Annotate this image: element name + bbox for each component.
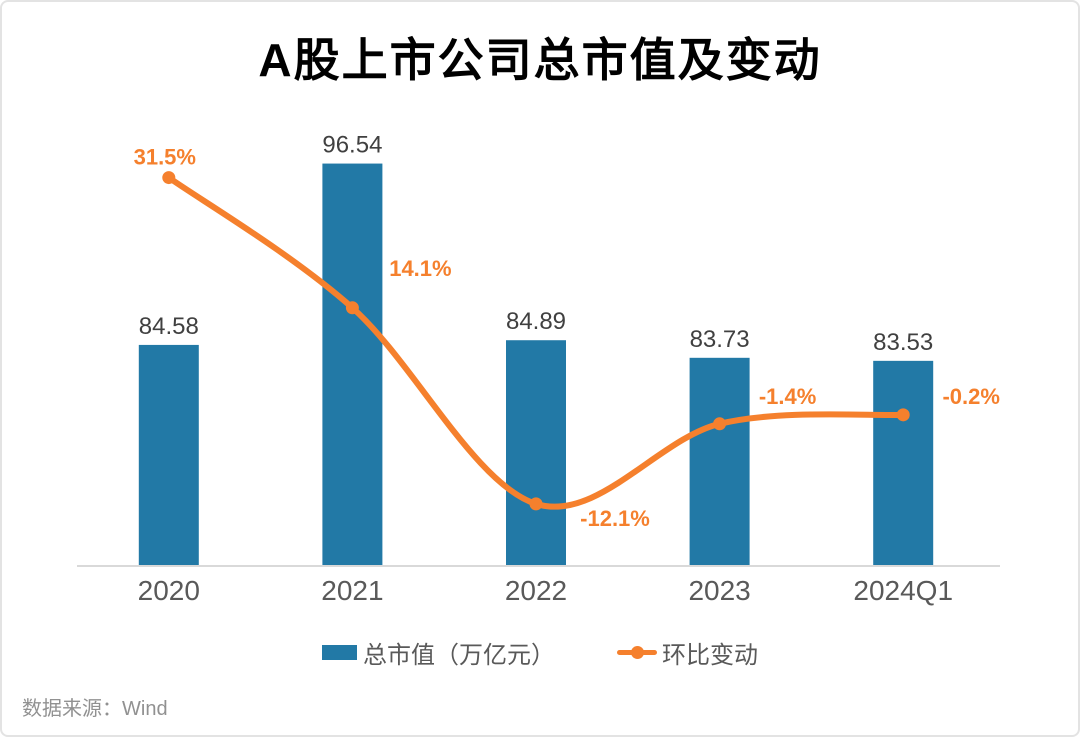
legend-label-market-cap: 总市值（万亿元） xyxy=(363,642,555,669)
legend-label-change: 环比变动 xyxy=(662,642,758,669)
bar-value-label: 83.73 xyxy=(690,326,750,353)
line-series-marker-icon xyxy=(617,645,657,660)
line-marker-2022 xyxy=(529,497,543,511)
line-value-label: 31.5% xyxy=(134,145,196,170)
chart-title: A股上市公司总市值及变动 xyxy=(258,34,822,86)
x-axis-label-2024Q1: 2024Q1 xyxy=(853,575,953,606)
line-value-label: -12.1% xyxy=(580,506,650,531)
bar-series-swatch-icon xyxy=(322,645,357,660)
bar-2024Q1 xyxy=(873,360,934,565)
line-value-label: -1.4% xyxy=(759,384,816,409)
x-axis-label-2021: 2021 xyxy=(321,575,383,606)
legend: 总市值（万亿元） 环比变动 xyxy=(2,635,1078,670)
legend-line-dot xyxy=(631,646,644,659)
bar-value-label: 84.58 xyxy=(139,313,199,340)
line-marker-2020 xyxy=(162,171,176,185)
line-value-label: -0.2% xyxy=(942,384,999,409)
line-marker-2024Q1 xyxy=(896,408,910,422)
line-marker-2023 xyxy=(713,417,727,431)
bar-2023 xyxy=(689,357,750,565)
line-marker-2021 xyxy=(345,301,359,315)
x-axis-label-2020: 2020 xyxy=(138,575,200,606)
legend-item-change: 环比变动 xyxy=(617,635,758,670)
x-axis-label-2023: 2023 xyxy=(688,575,750,606)
bar-value-label: 96.54 xyxy=(322,132,382,159)
line-value-label: 14.1% xyxy=(389,256,451,281)
bar-2021 xyxy=(322,163,383,565)
data-source-note: 数据来源：Wind xyxy=(22,698,168,720)
x-axis-label-2022: 2022 xyxy=(505,575,567,606)
bar-2022 xyxy=(506,340,566,565)
bar-2020 xyxy=(138,344,199,565)
bar-value-label: 83.53 xyxy=(873,329,933,356)
legend-item-market-cap: 总市值（万亿元） xyxy=(322,635,555,670)
bar-value-label: 84.89 xyxy=(506,308,566,335)
